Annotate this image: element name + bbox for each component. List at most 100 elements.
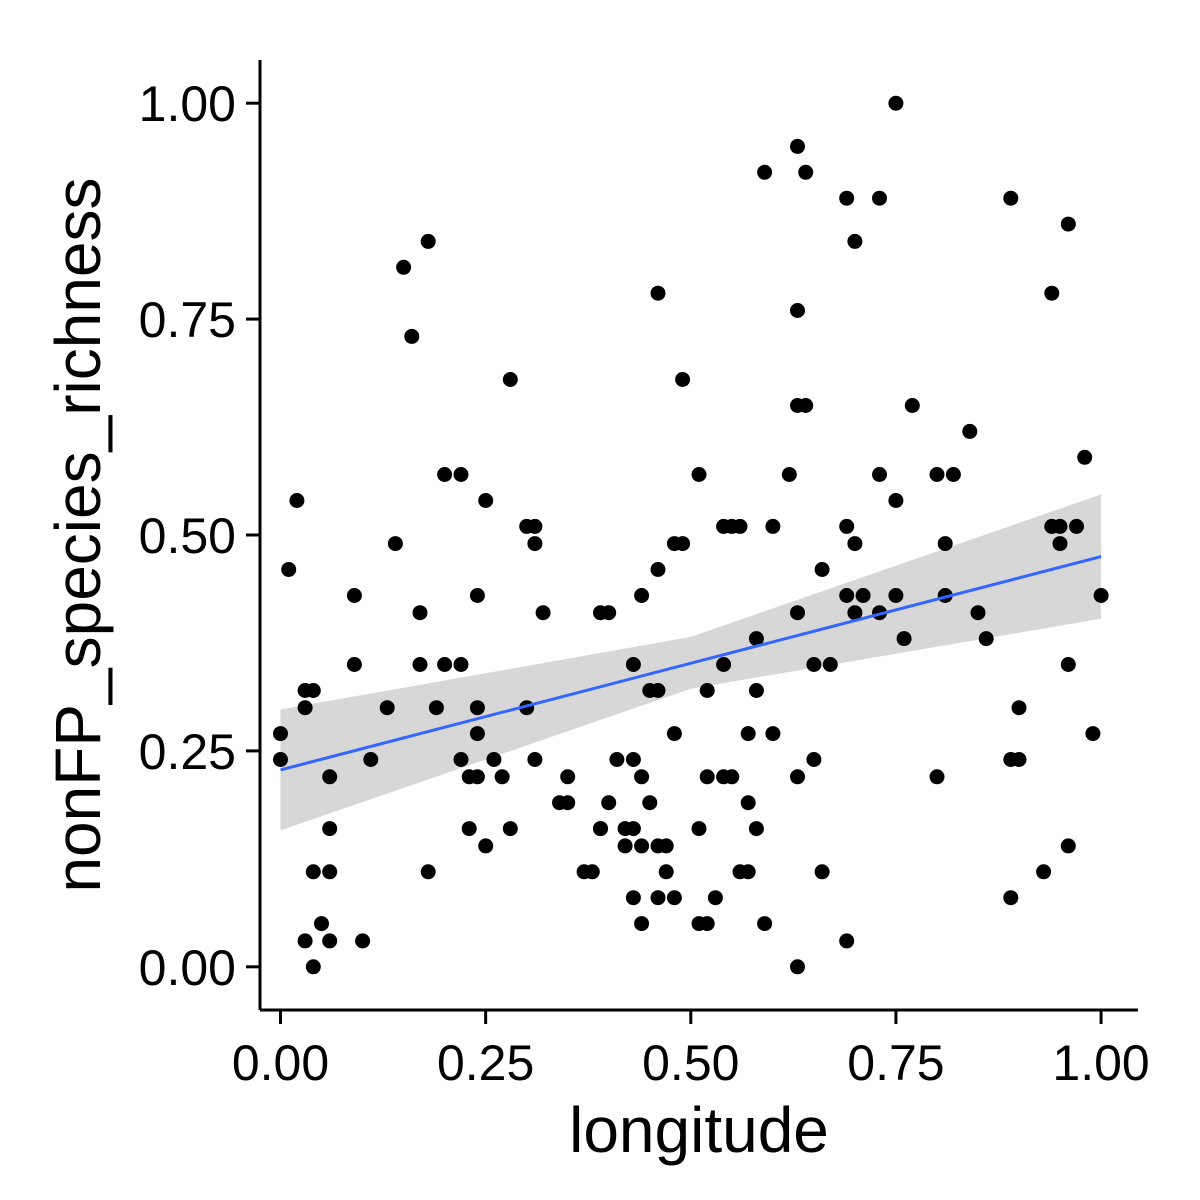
data-point [757, 164, 773, 180]
data-point [560, 795, 576, 811]
data-point [675, 536, 691, 552]
data-point [625, 890, 641, 906]
data-point [535, 605, 551, 621]
data-point [379, 700, 395, 716]
data-point [1052, 518, 1068, 534]
data-point [1060, 657, 1076, 672]
data-point [1052, 536, 1068, 552]
data-point [748, 631, 764, 647]
data-point [346, 588, 362, 603]
data-point [412, 657, 428, 672]
data-point [675, 372, 691, 387]
data-point [289, 493, 305, 508]
data-point [978, 631, 994, 647]
data-point [699, 916, 715, 932]
data-point [888, 95, 904, 111]
data-point [527, 752, 543, 767]
data-point [839, 518, 855, 534]
y-tick-label: 0.50 [139, 508, 236, 564]
data-point [494, 769, 510, 785]
data-point [790, 769, 805, 785]
data-point [1077, 449, 1093, 465]
data-point [814, 864, 830, 880]
data-point [560, 769, 576, 785]
data-point [839, 588, 855, 603]
data-point [625, 657, 641, 672]
data-point [428, 700, 444, 716]
data-point [847, 536, 863, 552]
data-point [502, 372, 518, 387]
data-point [962, 423, 978, 439]
data-point [609, 752, 625, 767]
data-point [691, 821, 707, 837]
data-point [527, 536, 543, 552]
data-point [297, 700, 313, 716]
data-point [502, 821, 518, 837]
data-point [798, 398, 814, 413]
data-point [937, 536, 953, 552]
data-point [437, 657, 453, 672]
data-point [699, 683, 715, 698]
data-point [273, 726, 288, 742]
data-point [322, 821, 338, 837]
data-point [765, 726, 781, 742]
data-point [346, 657, 362, 672]
data-point [642, 795, 658, 811]
data-point [822, 657, 838, 672]
data-point [650, 562, 666, 577]
y-tick-label: 0.25 [139, 724, 236, 780]
data-point [1011, 700, 1027, 716]
data-point [888, 493, 904, 508]
data-point [322, 933, 338, 949]
data-point [790, 138, 805, 154]
data-point [461, 821, 477, 837]
data-point [469, 769, 485, 785]
data-point [363, 752, 379, 767]
data-point [970, 605, 986, 621]
data-point [847, 605, 863, 621]
data-point [765, 518, 781, 534]
data-point [896, 631, 912, 647]
data-point [716, 657, 732, 672]
x-tick-label: 0.00 [232, 1035, 329, 1091]
data-point [412, 605, 428, 621]
data-point [355, 933, 371, 949]
data-point [634, 916, 650, 932]
data-point [453, 752, 469, 767]
data-point [634, 588, 650, 603]
data-point [740, 726, 756, 742]
data-point [1036, 864, 1052, 880]
data-point [1003, 190, 1019, 206]
data-point [847, 233, 863, 249]
data-point [929, 467, 945, 482]
data-point [790, 303, 805, 318]
data-point [486, 752, 502, 767]
data-point [691, 467, 707, 482]
x-axis-title: longitude [569, 1094, 829, 1166]
data-point [748, 821, 764, 837]
data-point [527, 518, 543, 534]
data-point [904, 398, 920, 413]
data-point [297, 933, 313, 949]
data-point [617, 838, 633, 854]
data-point [1069, 518, 1084, 534]
data-point [888, 588, 904, 603]
data-point [469, 588, 485, 603]
data-point [478, 493, 494, 508]
data-point [945, 467, 961, 482]
data-point [806, 752, 822, 767]
y-tick-label: 1.00 [139, 76, 236, 132]
data-point [314, 916, 329, 932]
axes-layer: 0.00 0.25 0.50 0.75 1.00 0.00 0.25 0.50 0.75 1.00 [139, 60, 1150, 1091]
data-point [305, 683, 321, 698]
data-point [305, 864, 321, 880]
data-point [1003, 890, 1019, 906]
data-points-layer [273, 95, 1109, 975]
y-tick-label: 0.75 [139, 292, 236, 348]
data-point [666, 726, 682, 742]
data-point [781, 467, 797, 482]
data-point [872, 190, 887, 206]
data-point [453, 467, 469, 482]
data-point [929, 769, 945, 785]
